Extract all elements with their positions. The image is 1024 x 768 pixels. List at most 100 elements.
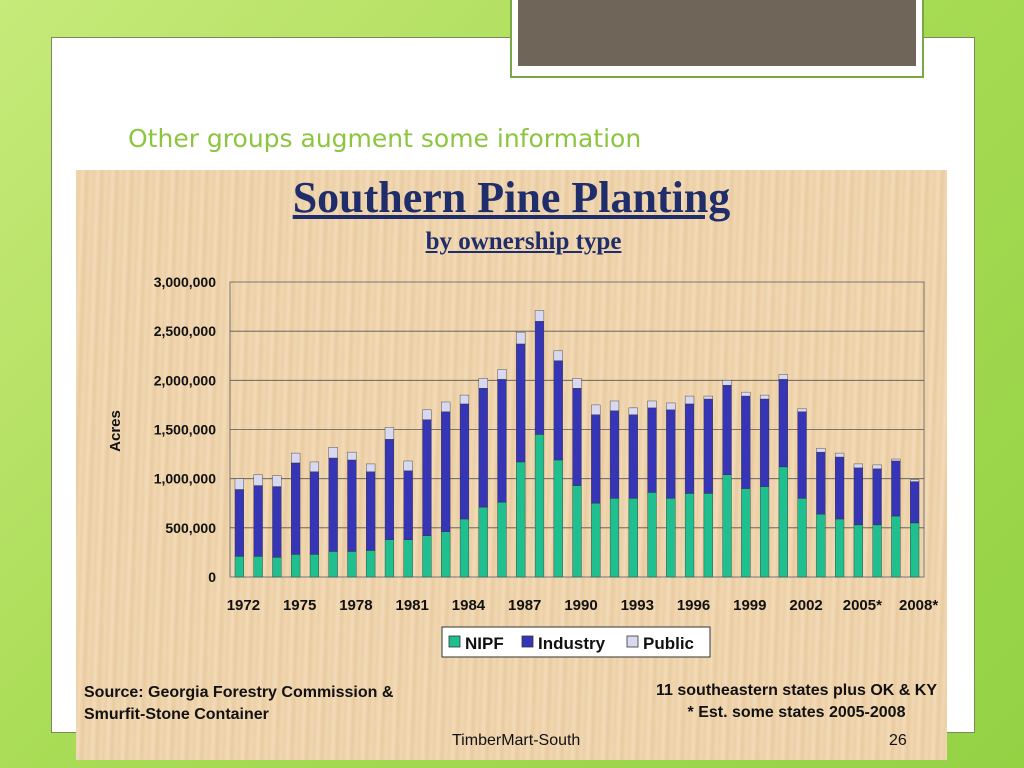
bar-segment-industry: [328, 457, 338, 552]
x-tick-label: 2002: [789, 597, 822, 614]
coverage-note: 11 southeastern states plus OK & KY * Es…: [656, 680, 937, 724]
bar-segment-nipf: [253, 556, 263, 578]
x-tick-label: 2005*: [843, 597, 882, 614]
x-tick-label: 1981: [396, 597, 429, 614]
bar-segment-public: [741, 391, 751, 397]
bar-segment-public: [553, 350, 563, 361]
legend: NIPF Industry Public: [441, 626, 711, 658]
bar-segment-industry: [516, 343, 526, 463]
source-note: Source: Georgia Forestry Commission & Sm…: [84, 682, 393, 726]
bar-segment-public: [347, 451, 357, 461]
bar-segment-public: [272, 475, 282, 487]
bar-segment-public: [910, 479, 920, 482]
coverage-line-2: * Est. some states 2005-2008: [687, 704, 906, 721]
bar-segment-industry: [403, 470, 413, 540]
bar-segment-industry: [891, 460, 901, 517]
legend-swatch-nipf: [448, 635, 461, 648]
legend-swatch-industry: [521, 635, 534, 648]
bar-segment-public: [891, 458, 901, 462]
source-line-2: Smurfit-Stone Container: [84, 706, 269, 723]
page-number: 26: [889, 732, 907, 749]
bar-segment-public: [759, 394, 770, 400]
bar-segment-nipf: [797, 498, 807, 578]
bar-segment-nipf: [910, 522, 920, 578]
bar-segment-industry: [778, 379, 788, 468]
x-tick-label: 1993: [621, 597, 654, 614]
bar-segment-nipf: [534, 434, 545, 578]
y-tick-label: 0: [208, 569, 216, 585]
bar-segment-nipf: [816, 513, 826, 578]
bar-segment-industry: [703, 398, 713, 494]
bar-segment-public: [253, 474, 263, 486]
bar-segment-public: [778, 374, 788, 380]
bar-segment-nipf: [591, 503, 601, 578]
bar-segment-nipf: [759, 486, 770, 578]
bar-segment-public: [872, 464, 882, 470]
bar-segment-industry: [291, 462, 301, 555]
bar-segment-nipf: [872, 524, 882, 578]
bar-segment-public: [722, 380, 732, 386]
bar-segment-public: [609, 400, 620, 412]
bar-segment-industry: [741, 395, 751, 489]
bar-segment-industry: [234, 489, 244, 557]
bar-segment-industry: [366, 471, 376, 551]
bar-segment-industry: [272, 486, 282, 558]
y-axis-label: Acres: [107, 410, 124, 452]
bar-segment-industry: [628, 414, 638, 499]
bar-segment-public: [816, 447, 826, 453]
slide-subtitle: Other groups augment some information: [128, 124, 642, 153]
x-tick-label: 1984: [452, 597, 486, 614]
bar-segment-nipf: [609, 498, 620, 578]
bar-segment-industry: [910, 481, 920, 524]
bar-segment-industry: [872, 468, 882, 526]
legend-box: [441, 626, 711, 658]
bar-segment-industry: [572, 387, 582, 486]
y-tick-labels: 0 500,000 1,000,000 1,500,000 2,000,000 2,500…: [154, 274, 217, 585]
legend-label-public: Public: [643, 634, 694, 653]
bar-segment-public: [384, 427, 395, 440]
bar-segment-nipf: [516, 461, 526, 578]
bar-segment-industry: [441, 411, 451, 532]
bar-segment-nipf: [572, 485, 582, 578]
bar-segment-nipf: [666, 498, 676, 578]
bar-segment-public: [478, 378, 488, 389]
bar-segment-nipf: [647, 492, 657, 578]
bar-segment-public: [366, 463, 376, 472]
title-placeholder: [518, 0, 916, 66]
bar-segment-industry: [309, 471, 320, 555]
bar-segment-public: [591, 404, 601, 415]
bar-segment-nipf: [441, 531, 451, 578]
bar-segment-nipf: [778, 466, 788, 578]
bar-segment-industry: [609, 410, 620, 499]
x-tick-label: 1990: [564, 597, 597, 614]
bar-segment-nipf: [891, 515, 901, 578]
bar-segment-public: [234, 478, 244, 490]
bar-segment-public: [459, 394, 470, 405]
x-tick-label: 2008*: [899, 597, 938, 614]
y-tick-label: 2,000,000: [154, 372, 216, 388]
chart-title: Southern Pine Planting: [292, 173, 731, 222]
y-tick-label: 1,500,000: [154, 422, 216, 438]
x-tick-label: 1999: [733, 597, 766, 614]
bar-segment-public: [572, 378, 582, 389]
bar-segment-nipf: [684, 493, 695, 578]
bar-segment-public: [422, 409, 432, 420]
bar-segment-industry: [666, 409, 676, 499]
bar-segment-industry: [253, 485, 263, 557]
bar-segment-nipf: [291, 554, 301, 578]
bar-segment-nipf: [309, 554, 320, 578]
bar-segment-public: [534, 310, 545, 322]
bar-segment-nipf: [834, 518, 845, 578]
bar-segment-public: [628, 407, 638, 415]
y-tick-label: 1,000,000: [154, 471, 216, 487]
bar-segment-industry: [759, 398, 770, 487]
bar-segment-public: [647, 400, 657, 409]
bar-segment-industry: [816, 451, 826, 515]
bar-segment-nipf: [703, 493, 713, 578]
bar-segment-nipf: [328, 551, 338, 578]
bar-segment-public: [516, 331, 526, 345]
y-tick-label: 500,000: [165, 520, 216, 536]
bar-segment-nipf: [478, 506, 488, 578]
bars: [234, 310, 920, 578]
bar-segment-public: [291, 452, 301, 464]
